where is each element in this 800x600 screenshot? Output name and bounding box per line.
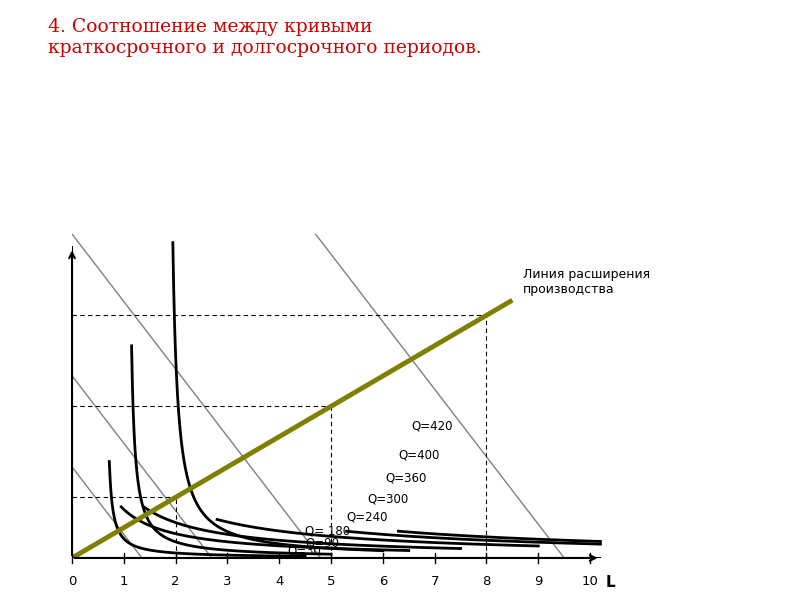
Text: 5: 5 — [326, 575, 335, 588]
Text: L: L — [606, 575, 615, 590]
Text: 3: 3 — [223, 575, 232, 588]
Text: Q=420: Q=420 — [411, 420, 453, 433]
Text: 1: 1 — [119, 575, 128, 588]
Text: Q=240: Q=240 — [346, 511, 388, 524]
Text: 8: 8 — [482, 575, 490, 588]
Text: Q=90: Q=90 — [305, 536, 339, 550]
Text: Q= 180: Q= 180 — [305, 524, 350, 538]
Text: 4. Соотношение между кривыми
краткосрочного и долгосрочного периодов.: 4. Соотношение между кривыми краткосрочн… — [48, 18, 482, 57]
Text: 4: 4 — [275, 575, 283, 588]
Text: Линия расширения
производства: Линия расширения производства — [522, 268, 650, 296]
Text: 9: 9 — [534, 575, 542, 588]
Text: 0: 0 — [68, 575, 76, 588]
Text: Q=400: Q=400 — [398, 449, 440, 462]
Text: Q=300: Q=300 — [367, 492, 409, 505]
Text: Q=30: Q=30 — [287, 544, 321, 557]
Text: 2: 2 — [171, 575, 180, 588]
Text: 7: 7 — [430, 575, 439, 588]
Text: 10: 10 — [582, 575, 598, 588]
Text: 6: 6 — [378, 575, 387, 588]
Text: Q=360: Q=360 — [386, 472, 427, 485]
